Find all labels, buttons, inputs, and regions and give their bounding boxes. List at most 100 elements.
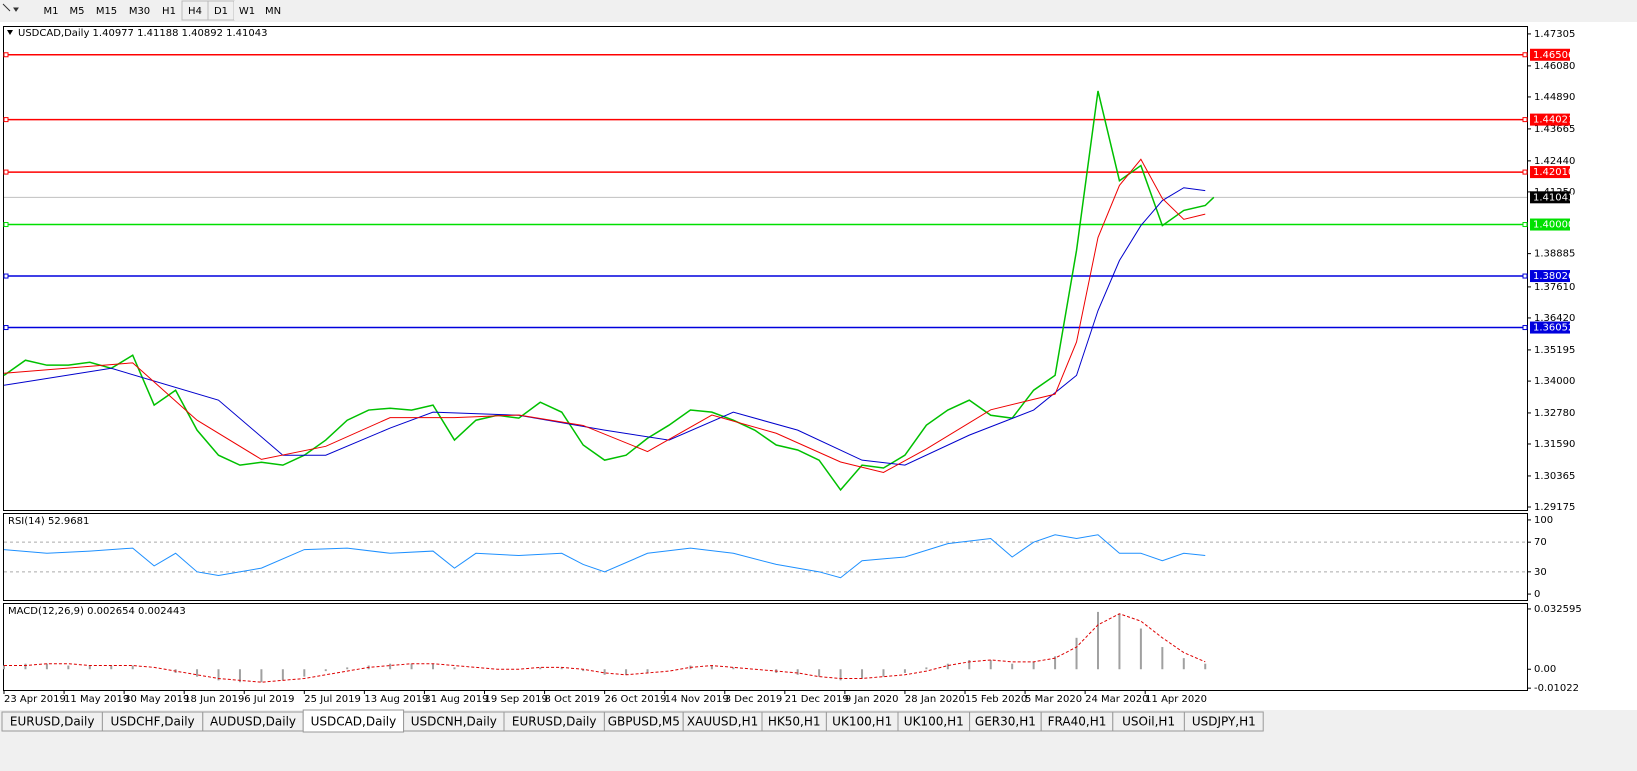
timeframe-button[interactable]	[38, 1, 64, 20]
x-tick-label: 23 Apr 2019	[4, 694, 66, 705]
x-tick-label: 14 Nov 2019	[665, 694, 729, 705]
timeframe-button[interactable]	[156, 1, 182, 20]
level-tag	[1530, 270, 1570, 283]
tab-label: GER30,H1	[975, 715, 1036, 729]
tab-label: EURUSD,Daily	[512, 715, 597, 729]
level-label: 1.40000	[1533, 220, 1574, 231]
current-price-label: 1.41043	[1533, 192, 1574, 203]
timeframe-label: M30	[129, 6, 150, 17]
level-label: 1.42010	[1533, 167, 1574, 178]
rsi-tick-label: 70	[1534, 537, 1547, 548]
macd-tick-label: 0.032595	[1534, 604, 1582, 615]
x-tick-label: 13 Aug 2019	[364, 694, 428, 705]
rsi-tick-label: 0	[1534, 589, 1540, 600]
main-panel	[3, 26, 1528, 511]
toolbar	[0, 0, 1637, 22]
x-tick-label: 15 Feb 2020	[965, 694, 1027, 705]
y-tick-label: 1.47305	[1534, 29, 1575, 40]
level-anchor	[1522, 117, 1528, 123]
rsi-tick-label: 30	[1534, 567, 1547, 578]
level-label: 1.36052	[1533, 323, 1574, 334]
level-tag	[1530, 113, 1570, 126]
level-label: 1.46506	[1533, 50, 1574, 61]
y-tick-label: 1.38885	[1534, 249, 1575, 260]
level-anchor	[3, 325, 9, 331]
y-tick-label: 1.42440	[1534, 156, 1575, 167]
x-tick-label: 11 May 2019	[64, 694, 129, 705]
rsi-label: RSI(14) 52.9681	[8, 516, 89, 527]
x-tick-label: 26 Oct 2019	[605, 694, 667, 705]
macd-tick-label: 0.00	[1534, 664, 1556, 675]
y-tick-label: 1.46080	[1534, 61, 1575, 72]
y-tick-label: 1.35195	[1534, 345, 1575, 356]
y-tick-label: 1.30365	[1534, 471, 1575, 482]
level-anchor	[1522, 325, 1528, 331]
ma-fast	[3, 158, 1206, 473]
level-tag	[1530, 166, 1570, 179]
macd-panel	[3, 603, 1528, 691]
y-tick-label: 1.36420	[1534, 313, 1575, 324]
tab-label: XAUUSD,H1	[687, 715, 758, 729]
level-anchor	[1522, 273, 1528, 279]
tab-label: UK100,H1	[904, 715, 964, 729]
timeframe-label: D1	[214, 6, 228, 17]
level-anchor	[1522, 169, 1528, 175]
rsi-tick-label: 100	[1534, 515, 1553, 526]
timeframe-label: H4	[188, 6, 202, 17]
x-tick-label: 19 Sep 2019	[484, 694, 547, 705]
tab-label: EURUSD,Daily	[10, 715, 95, 729]
macd-tick-label: -0.01022	[1534, 683, 1579, 694]
y-tick-label: 1.44890	[1534, 92, 1575, 103]
x-tick-label: 3 Dec 2019	[725, 694, 783, 705]
timeframe-button[interactable]	[123, 1, 156, 20]
tab-label: GBPUSD,M5	[608, 715, 680, 729]
x-tick-label: 28 Jan 2020	[905, 694, 965, 705]
header-arrow	[7, 30, 13, 35]
tab-label: UK100,H1	[832, 715, 892, 729]
timeframe-button[interactable]	[260, 1, 286, 20]
current-price-tag	[1530, 191, 1570, 204]
x-tick-label: 9 Jan 2020	[845, 694, 899, 705]
timeframe-label: M15	[96, 6, 117, 17]
price	[3, 90, 1215, 492]
level-anchor	[1522, 52, 1528, 58]
x-tick-label: 31 Aug 2019	[424, 694, 488, 705]
x-tick-label: 30 May 2019	[124, 694, 189, 705]
level-anchor	[3, 52, 9, 58]
rsi-panel	[3, 513, 1528, 601]
level-tag	[1530, 218, 1570, 231]
tool-icon[interactable]	[2, 3, 19, 12]
rsi-line	[3, 534, 1206, 579]
x-tick-label: 18 Jun 2019	[184, 694, 244, 705]
chart-window	[0, 22, 1637, 710]
level-label: 1.44021	[1533, 115, 1574, 126]
chart-header: USDCAD,Daily 1.40977 1.41188 1.40892 1.4…	[18, 28, 268, 39]
x-tick-label: 8 Oct 2019	[545, 694, 600, 705]
timeframe-label: M5	[70, 6, 85, 17]
tab-label: FRA40,H1	[1048, 715, 1107, 729]
level-anchor	[3, 222, 9, 228]
tab[interactable]	[1183, 711, 1264, 732]
level-anchor	[1522, 222, 1528, 228]
y-tick-label: 1.34000	[1534, 376, 1575, 387]
y-tick-label: 1.32780	[1534, 408, 1575, 419]
timeframe-label: H1	[162, 6, 176, 17]
ma-slow	[3, 187, 1206, 466]
timeframe-label: M1	[44, 6, 59, 17]
tab-label: USOil,H1	[1122, 715, 1175, 729]
y-tick-label: 1.37610	[1534, 282, 1575, 293]
x-tick-label: 21 Dec 2019	[785, 694, 849, 705]
x-tick-label: 24 Mar 2020	[1085, 694, 1148, 705]
timeframe-button[interactable]	[64, 1, 90, 20]
timeframe-button[interactable]	[90, 1, 123, 20]
tab-label: USDCNH,Daily	[411, 715, 497, 729]
tab-label: USDJPY,H1	[1192, 715, 1256, 729]
level-anchor	[3, 117, 9, 123]
timeframe-label: W1	[239, 6, 255, 17]
tab-label: HK50,H1	[768, 715, 821, 729]
level-tag	[1530, 48, 1570, 61]
macd-signal	[4, 613, 1206, 683]
timeframe-button[interactable]	[234, 1, 260, 20]
